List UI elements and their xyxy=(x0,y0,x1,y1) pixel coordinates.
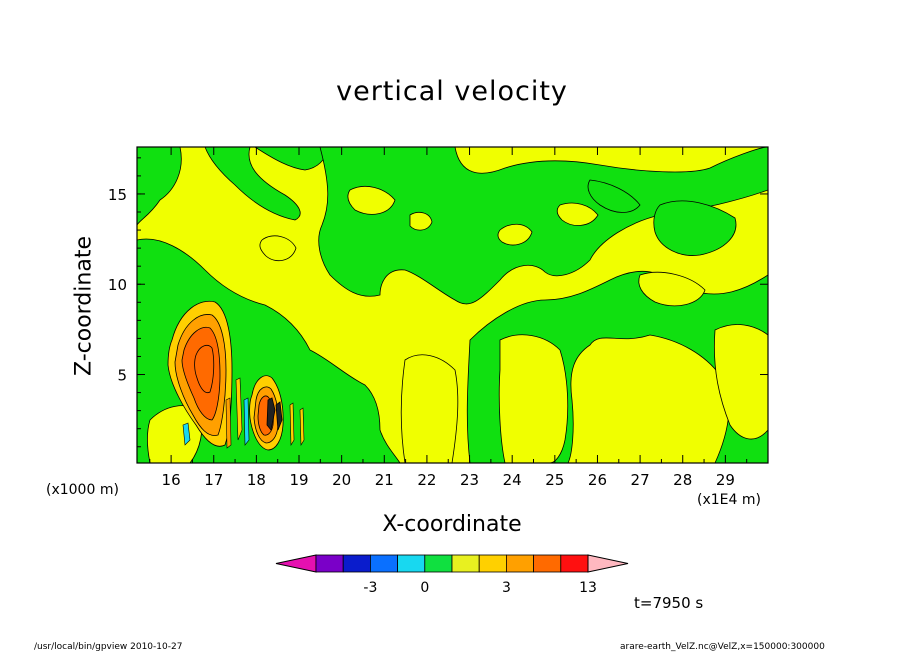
x-tick-label: 19 xyxy=(289,471,308,489)
x-tick-label: 25 xyxy=(545,471,564,489)
colorbar-box xyxy=(451,554,480,573)
x-unit-note: (x1000 m) xyxy=(46,482,119,498)
x-tick-label: 22 xyxy=(417,471,436,489)
colorbar-box xyxy=(505,554,534,573)
x-tick-label: 26 xyxy=(588,471,607,489)
x-tick-label: 23 xyxy=(460,471,479,489)
colorbar-box xyxy=(315,554,344,573)
colorbar-box xyxy=(342,554,371,573)
plot-area xyxy=(137,147,768,463)
y-tick-label: 10 xyxy=(108,276,127,294)
updraft-core-west xyxy=(167,300,233,447)
x-tick-label: 29 xyxy=(716,471,735,489)
colorbar-box xyxy=(424,554,453,573)
x-tick-label: 17 xyxy=(204,471,223,489)
colorbar-box xyxy=(397,554,426,573)
colorbar-tick-label: 3 xyxy=(502,580,511,596)
colorbar-tick-label: -3 xyxy=(363,580,377,596)
x-tick-label: 18 xyxy=(247,471,266,489)
colorbar-box xyxy=(560,554,589,573)
updraft-core-east xyxy=(249,375,284,451)
colorbar-box xyxy=(478,554,507,573)
x-axis: 16 17 18 19 20 21 22 23 24 25 26 27 28 29 xyxy=(149,147,748,489)
x-tick-label: 20 xyxy=(332,471,351,489)
x-scale-note: (x1E4 m) xyxy=(697,492,761,508)
footer-right: arare-earth_VelZ.nc@VelZ,x=150000:300000 xyxy=(620,642,825,652)
x-axis-label: X-coordinate xyxy=(382,512,522,537)
footer-left: /usr/local/bin/gpview 2010-10-27 xyxy=(34,642,183,652)
y-tick-label: 5 xyxy=(117,367,127,385)
colorbar-tick-label: 13 xyxy=(579,580,597,596)
colorbar-tick-label: 0 xyxy=(420,580,429,596)
y-tick-label: 15 xyxy=(108,186,127,204)
x-tick-label: 27 xyxy=(631,471,650,489)
colorbar-box xyxy=(369,554,398,573)
x-tick-label: 16 xyxy=(162,471,181,489)
colorbar-overflow xyxy=(587,554,629,573)
field-streaks xyxy=(182,377,305,449)
time-label: t=7950 s xyxy=(634,594,704,612)
colorbar: -3 0 3 13 xyxy=(275,554,629,596)
x-tick-label: 21 xyxy=(375,471,394,489)
plot-frame xyxy=(136,146,769,464)
x-tick-label: 24 xyxy=(503,471,522,489)
colorbar-underflow xyxy=(275,554,317,573)
chart-title: vertical velocity xyxy=(336,76,568,107)
x-tick-label: 28 xyxy=(673,471,692,489)
y-axis-label: Z-coordinate xyxy=(71,236,97,376)
colorbar-box xyxy=(533,554,562,573)
y-axis: 5 10 15 xyxy=(108,157,768,448)
field-weak-positive xyxy=(146,186,768,463)
